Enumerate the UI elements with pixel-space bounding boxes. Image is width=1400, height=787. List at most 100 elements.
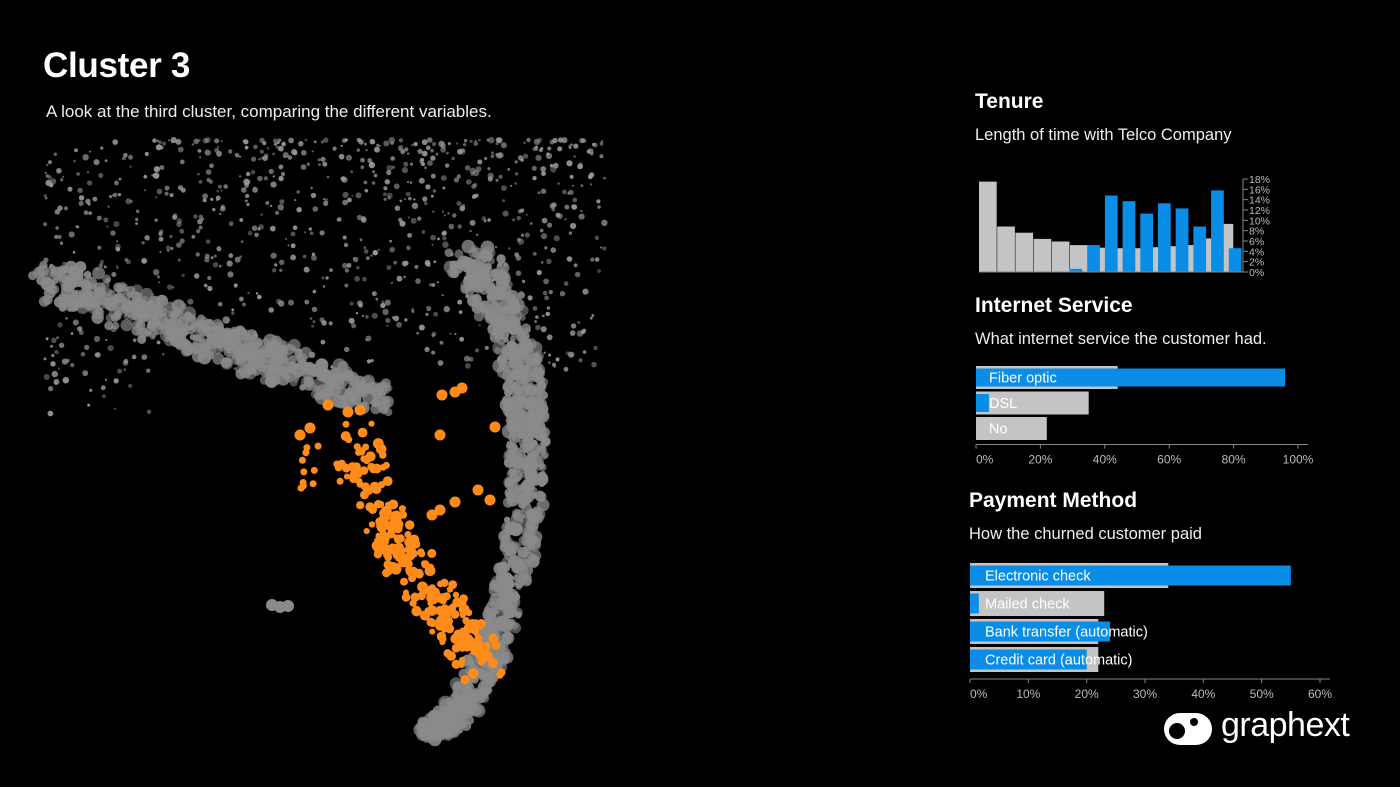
page-title: Cluster 3 [43, 46, 191, 85]
graph-node [562, 189, 567, 195]
graph-node [47, 410, 54, 417]
graph-node [113, 309, 122, 318]
graph-node [240, 240, 244, 243]
graph-node [146, 409, 152, 414]
graph-node [517, 291, 525, 299]
cluster-graph[interactable] [0, 130, 620, 760]
tenure-bar-churned [1193, 226, 1207, 272]
graph-node [270, 181, 277, 188]
graph-node [496, 254, 506, 264]
graph-node [390, 156, 396, 161]
cluster-node [436, 389, 448, 401]
graph-node [346, 389, 353, 396]
graph-node [442, 241, 449, 248]
graph-node [465, 716, 475, 725]
graph-node [425, 184, 431, 190]
graph-node [109, 195, 113, 199]
graph-node [527, 472, 536, 481]
graph-node [285, 237, 288, 240]
graph-node [270, 252, 277, 259]
graph-node [469, 219, 476, 226]
graph-node [535, 148, 539, 151]
graph-node [432, 189, 437, 193]
graph-node [59, 241, 64, 245]
cluster-node [390, 563, 402, 575]
graph-node [228, 253, 234, 258]
graph-node [411, 308, 415, 312]
graph-node [342, 366, 353, 377]
graph-node [370, 254, 373, 257]
graph-node [601, 219, 608, 226]
cluster-node [398, 557, 406, 565]
graph-node [218, 264, 222, 268]
graph-node [262, 155, 268, 161]
graph-node [89, 388, 93, 392]
graph-node [473, 311, 485, 322]
graph-node [248, 346, 262, 360]
tenure-bar-all [1051, 241, 1070, 272]
graph-node [93, 286, 106, 300]
graph-node [135, 320, 146, 331]
graph-node [290, 231, 296, 237]
graph-node [496, 561, 509, 574]
tenure-bar-churned [1140, 213, 1153, 272]
graph-node [209, 163, 214, 169]
graph-node [417, 148, 423, 154]
graph-node [235, 366, 243, 374]
graph-node [288, 338, 301, 352]
graph-node [75, 225, 79, 229]
graph-node [214, 147, 220, 153]
graph-node [536, 269, 542, 276]
graph-node [415, 278, 421, 284]
graph-node [418, 732, 425, 739]
graph-node [296, 190, 301, 194]
graph-node [496, 354, 508, 365]
graph-node [356, 266, 360, 270]
graph-node [191, 234, 196, 239]
graph-node [386, 165, 393, 172]
graph-node [210, 197, 214, 201]
graph-node [52, 277, 59, 285]
graph-node [72, 319, 79, 326]
graph-node [187, 298, 194, 305]
graph-node [324, 198, 329, 203]
cluster-node [361, 482, 370, 491]
graph-node [44, 171, 47, 174]
graph-node [478, 138, 481, 142]
graph-node [301, 367, 313, 379]
graph-node [252, 187, 258, 193]
graph-node [441, 721, 450, 729]
graph-node [459, 336, 465, 342]
graph-node [535, 324, 541, 331]
graph-node [418, 177, 425, 184]
graph-node [463, 355, 471, 362]
graph-node [213, 254, 217, 258]
cluster-node [394, 542, 404, 552]
graph-node [112, 139, 118, 145]
graph-node [568, 231, 573, 235]
cluster-node [429, 628, 436, 635]
cluster-node [335, 461, 343, 468]
graph-node [454, 332, 457, 336]
graph-node [561, 137, 568, 144]
graph-node [430, 148, 434, 153]
graph-node [342, 235, 347, 240]
graph-node [67, 186, 73, 192]
graph-node [403, 198, 407, 201]
graph-node [205, 239, 211, 244]
graph-node [303, 266, 310, 273]
graph-node [563, 366, 569, 372]
cluster-node [426, 563, 435, 572]
cluster-node [489, 421, 501, 433]
cluster-node [484, 494, 496, 506]
graph-node [342, 262, 348, 269]
cluster-node [449, 603, 457, 610]
graph-node [220, 189, 223, 192]
graph-node [487, 176, 493, 182]
graph-node [437, 237, 440, 241]
graph-node [306, 378, 313, 386]
graph-node [115, 265, 118, 267]
graph-node [250, 169, 256, 175]
graph-node [442, 235, 447, 241]
cluster-node [463, 644, 471, 652]
